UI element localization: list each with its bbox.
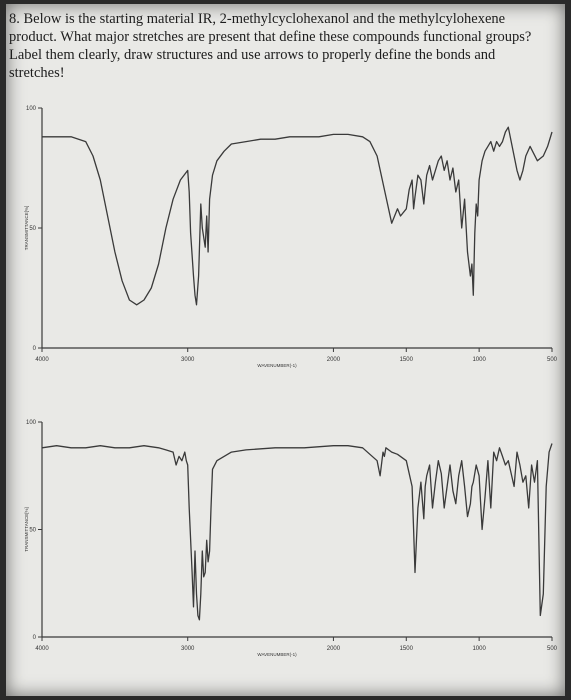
y-tick-label: 100 <box>26 420 37 426</box>
y-axis-label: TRANSMITTANCE[%] <box>24 206 29 250</box>
ir-spectrum-methylcyclohexene: 4000 3000 2000 1500 1000 500 0 50 100 WAVENUMBER(… <box>24 420 558 657</box>
spectrum-trace <box>42 126 553 306</box>
y-tick-label: 50 <box>29 226 36 232</box>
x-tick-label: 2000 <box>327 646 341 652</box>
y-tick-label: 100 <box>26 106 37 112</box>
x-tick-label: 1000 <box>472 357 486 363</box>
y-tick-label: 0 <box>33 346 37 352</box>
x-tick-label: 500 <box>547 357 558 363</box>
x-tick-label: 1000 <box>472 646 486 652</box>
x-axis-label: WAVENUMBER(-1) <box>257 652 297 657</box>
y-tick-label: 50 <box>29 528 36 534</box>
x-tick-label: 1500 <box>400 357 414 363</box>
x-tick-label: 4000 <box>35 357 49 363</box>
question-text: 8. Below is the starting material IR, 2-… <box>9 11 532 81</box>
spectrum-trace <box>41 443 553 621</box>
y-tick-label: 0 <box>33 635 37 641</box>
worksheet-page <box>6 4 565 696</box>
x-tick-label: 3000 <box>181 646 195 652</box>
x-axis-label: WAVENUMBER(-1) <box>257 363 297 368</box>
x-tick-label: 2000 <box>327 357 341 363</box>
x-tick-label: 500 <box>547 646 558 652</box>
x-tick-label: 4000 <box>35 646 49 652</box>
ir-spectrum-2-methylcyclohexanol: 4000 3000 2000 1500 1000 500 0 50 100 WAVENUMBER(… <box>24 106 558 368</box>
x-tick-label: 3000 <box>181 357 195 363</box>
x-tick-label: 1500 <box>400 646 414 652</box>
y-axis-label: TRANSMITTANCE[%] <box>24 507 29 551</box>
